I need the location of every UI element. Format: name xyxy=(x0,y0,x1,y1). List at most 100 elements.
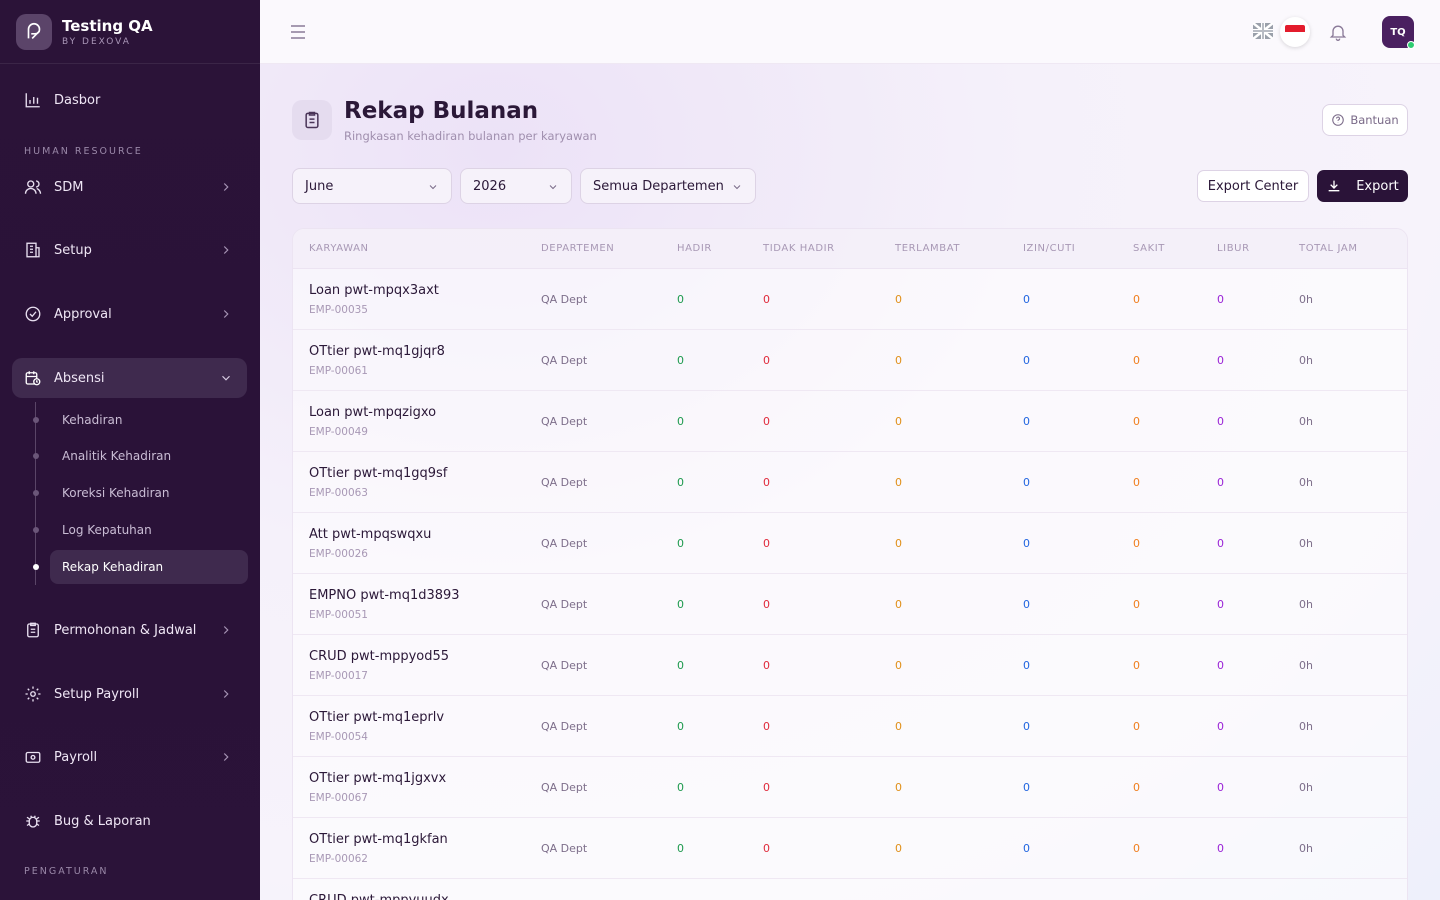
cell-dept: QA Dept xyxy=(541,415,588,428)
online-status-dot xyxy=(1407,41,1415,49)
export-center-button[interactable]: Export Center xyxy=(1197,170,1309,202)
th-tidak-hadir[interactable]: TIDAK HADIR xyxy=(763,243,835,254)
menu-icon[interactable] xyxy=(290,23,306,41)
th-departemen[interactable]: DEPARTEMEN xyxy=(541,243,615,254)
check-circle-icon xyxy=(24,305,42,323)
chevron-right-icon xyxy=(223,310,229,318)
table-row[interactable]: EMPNO pwt-mq1d3893 EMP-00051 QA Dept 0 0 0 0 0 0… xyxy=(293,574,1407,635)
cell-dept: QA Dept xyxy=(541,598,588,611)
cell-hadir: 0 xyxy=(677,659,684,672)
table-row[interactable]: OTtier pwt-mq1gjqr8 EMP-00061 QA Dept 0 0 0 0 0… xyxy=(293,330,1407,391)
cell-tidak: 0 xyxy=(763,781,770,794)
users-icon xyxy=(24,178,42,196)
th-hadir[interactable]: HADIR xyxy=(677,243,712,254)
sidebar-item-approval[interactable]: Approval xyxy=(12,294,247,334)
cell-terlambat: 0 xyxy=(895,415,902,428)
table-row[interactable]: CRUD pwt-mppyod55 EMP-00017 QA Dept 0 0 0 0 0 0 0… xyxy=(293,635,1407,696)
department-select[interactable]: Semua Departemen xyxy=(580,168,756,204)
cell-jam: 0h xyxy=(1299,720,1313,733)
cell-izin: 0 xyxy=(1023,293,1030,306)
cell-tidak: 0 xyxy=(763,476,770,489)
sidebar-item-label: Setup xyxy=(54,242,92,258)
table-row[interactable]: OTtier pwt-mq1gkfan EMP-00062 QA Dept 0 0 0 0 0… xyxy=(293,818,1407,879)
cell-izin: 0 xyxy=(1023,842,1030,855)
cell-jam: 0h xyxy=(1299,354,1313,367)
help-button[interactable]: Bantuan xyxy=(1322,104,1408,136)
employee-name: OTtier pwt-mq1gq9sf xyxy=(309,466,448,481)
th-libur[interactable]: LIBUR xyxy=(1217,243,1250,254)
employee-id: EMP-00062 xyxy=(309,853,368,865)
year-select[interactable]: 2026 xyxy=(460,168,572,204)
table-row[interactable]: OTtier pwt-mq1gq9sf EMP-00063 QA Dept 0 0 0 0 0… xyxy=(293,452,1407,513)
sidebar-subitem-koreksi[interactable]: Koreksi Kehadiran xyxy=(33,476,248,510)
sidebar-subitem-log[interactable]: Log Kepatuhan xyxy=(33,513,248,547)
sidebar-subitem-label: Rekap Kehadiran xyxy=(62,560,164,574)
sidebar-item-permohonan[interactable]: Permohonan & Jadwal xyxy=(12,610,247,650)
th-total-jam[interactable]: TOTAL JAM xyxy=(1299,243,1358,254)
cell-sakit: 0 xyxy=(1133,293,1140,306)
sidebar-item-label: SDM xyxy=(54,179,84,195)
export-button-label: Export xyxy=(1356,178,1399,194)
cell-sakit: 0 xyxy=(1133,720,1140,733)
cell-sakit: 0 xyxy=(1133,476,1140,489)
employee-name: OTtier pwt-mq1gkfan xyxy=(309,832,448,847)
sidebar-item-label: Payroll xyxy=(54,749,98,765)
chevron-down-icon xyxy=(549,185,557,190)
brand[interactable]: Testing QA BY DEXOVA xyxy=(0,0,260,64)
absensi-submenu: Kehadiran Analitik Kehadiran Koreksi Keh… xyxy=(33,402,248,585)
table-row[interactable]: Loan pwt-mpqzigxo EMP-00049 QA Dept 0 0 0 0 0 0 0… xyxy=(293,391,1407,452)
table-row[interactable]: Att pwt-mpqswqxu EMP-00026 QA Dept 0 0 0 0 0 0 0h xyxy=(293,513,1407,574)
clipboard-icon xyxy=(292,100,332,140)
employee-name: Att pwt-mpqswqxu xyxy=(309,527,432,542)
th-sakit[interactable]: SAKIT xyxy=(1133,243,1165,254)
cell-dept: QA Dept xyxy=(541,720,588,733)
sidebar-item-payroll[interactable]: Payroll xyxy=(12,737,247,777)
table-row[interactable]: CRUD pwt-mppyuudx xyxy=(293,879,1407,900)
cell-terlambat: 0 xyxy=(895,476,902,489)
section-label-hr: HUMAN RESOURCE xyxy=(24,146,143,157)
cell-tidak: 0 xyxy=(763,720,770,733)
cell-dept: QA Dept xyxy=(541,781,588,794)
sidebar-item-dasbor[interactable]: Dasbor xyxy=(12,80,247,120)
uk-flag-icon[interactable] xyxy=(1253,23,1273,39)
sidebar-item-bug[interactable]: Bug & Laporan xyxy=(12,801,247,841)
cell-terlambat: 0 xyxy=(895,537,902,550)
employee-name: CRUD pwt-mppyod55 xyxy=(309,649,450,664)
table-row[interactable]: Loan pwt-mpqx3axt EMP-00035 QA Dept 0 0 0 0 0 0 0… xyxy=(293,269,1407,330)
help-icon xyxy=(1332,114,1345,126)
chevron-right-icon xyxy=(223,246,229,254)
th-izin-cuti[interactable]: IZIN/CUTI xyxy=(1023,243,1076,254)
cell-terlambat: 0 xyxy=(895,842,902,855)
sidebar-subitem-analitik[interactable]: Analitik Kehadiran xyxy=(33,439,248,473)
th-terlambat[interactable]: TERLAMBAT xyxy=(895,243,961,254)
sidebar-item-absensi[interactable]: Absensi xyxy=(12,358,247,398)
sidebar-item-sdm[interactable]: SDM xyxy=(12,167,247,207)
cell-dept: QA Dept xyxy=(541,476,588,489)
cell-izin: 0 xyxy=(1023,415,1030,428)
attendance-table: KARYAWAN DEPARTEMEN HADIR TIDAK HADIR TE… xyxy=(292,228,1408,900)
sidebar-item-label: Approval xyxy=(54,306,112,322)
id-flag-icon[interactable] xyxy=(1280,17,1310,47)
sidebar-subitem-rekap[interactable]: Rekap Kehadiran xyxy=(33,550,248,584)
sidebar-item-setup-payroll[interactable]: Setup Payroll xyxy=(12,674,247,714)
cell-izin: 0 xyxy=(1023,476,1030,489)
table-row[interactable]: OTtier pwt-mq1jgxvx EMP-00067 QA Dept 0 0 0 0 0… xyxy=(293,757,1407,818)
cell-terlambat: 0 xyxy=(895,720,902,733)
calendar-clock-icon xyxy=(24,369,42,387)
sidebar-subitem-kehadiran[interactable]: Kehadiran xyxy=(33,403,248,437)
cell-tidak: 0 xyxy=(763,354,770,367)
cell-hadir: 0 xyxy=(677,476,684,489)
gear-icon xyxy=(24,685,42,703)
export-button[interactable]: Export xyxy=(1317,170,1408,202)
th-karyawan[interactable]: KARYAWAN xyxy=(309,243,369,254)
table-header: KARYAWAN DEPARTEMEN HADIR TIDAK HADIR TE… xyxy=(293,229,1407,269)
employee-id: EMP-00017 xyxy=(309,670,368,682)
sidebar-item-setup[interactable]: Setup xyxy=(12,230,247,270)
bullet-icon xyxy=(33,417,39,423)
month-select[interactable]: June xyxy=(292,168,452,204)
employee-name: OTtier pwt-mq1eprlv xyxy=(309,710,445,725)
cell-dept: QA Dept xyxy=(541,842,588,855)
bell-icon[interactable] xyxy=(1328,21,1348,43)
table-row[interactable]: OTtier pwt-mq1eprlv EMP-00054 QA Dept 0 0 0 0 0… xyxy=(293,696,1407,757)
bullet-icon xyxy=(33,490,39,496)
